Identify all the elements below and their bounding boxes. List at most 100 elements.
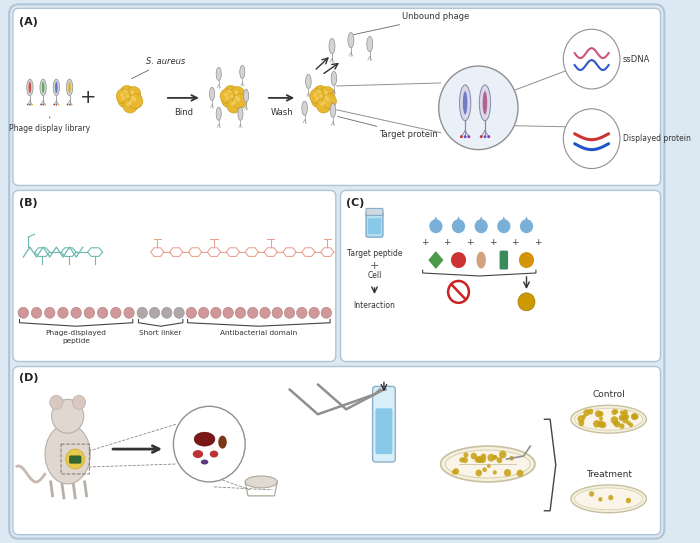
Circle shape: [320, 102, 324, 106]
Circle shape: [127, 92, 141, 106]
Text: Cell: Cell: [368, 271, 382, 280]
Circle shape: [453, 468, 459, 475]
Circle shape: [132, 98, 137, 102]
Ellipse shape: [571, 485, 646, 513]
Text: Short linker: Short linker: [139, 330, 182, 336]
Circle shape: [613, 420, 618, 426]
Circle shape: [57, 104, 60, 105]
Text: Phage display library: Phage display library: [9, 117, 90, 132]
Circle shape: [131, 96, 135, 99]
Circle shape: [631, 413, 637, 420]
FancyBboxPatch shape: [13, 367, 661, 535]
Circle shape: [125, 97, 139, 111]
Circle shape: [595, 411, 601, 417]
Circle shape: [284, 307, 295, 318]
Circle shape: [623, 409, 628, 415]
Ellipse shape: [483, 91, 487, 115]
Circle shape: [50, 395, 63, 409]
Ellipse shape: [302, 101, 307, 116]
Circle shape: [222, 93, 236, 108]
Circle shape: [84, 307, 95, 318]
Circle shape: [598, 411, 603, 417]
Circle shape: [468, 135, 470, 138]
Circle shape: [32, 104, 33, 105]
Ellipse shape: [445, 450, 531, 478]
Text: +: +: [443, 238, 451, 247]
Circle shape: [612, 409, 617, 415]
Circle shape: [125, 94, 130, 98]
Circle shape: [118, 93, 132, 108]
Circle shape: [314, 85, 328, 100]
Circle shape: [69, 104, 71, 105]
Ellipse shape: [216, 67, 221, 80]
Circle shape: [460, 135, 463, 138]
Ellipse shape: [245, 476, 277, 488]
Circle shape: [321, 92, 335, 106]
Circle shape: [129, 94, 143, 109]
Circle shape: [228, 90, 232, 93]
Circle shape: [322, 94, 337, 109]
Circle shape: [226, 91, 240, 105]
Circle shape: [324, 91, 328, 94]
Circle shape: [312, 93, 326, 108]
Circle shape: [235, 307, 246, 318]
FancyBboxPatch shape: [368, 218, 381, 234]
Circle shape: [610, 416, 618, 424]
Circle shape: [487, 454, 495, 462]
Circle shape: [619, 415, 624, 421]
Circle shape: [27, 104, 29, 105]
Circle shape: [589, 491, 594, 497]
Ellipse shape: [330, 103, 336, 117]
Circle shape: [622, 417, 629, 424]
Circle shape: [248, 307, 258, 318]
FancyBboxPatch shape: [13, 8, 661, 186]
Ellipse shape: [575, 408, 643, 430]
Circle shape: [621, 413, 627, 419]
Circle shape: [224, 85, 238, 100]
Circle shape: [318, 97, 332, 111]
Circle shape: [452, 219, 465, 233]
Text: Displayed protein: Displayed protein: [623, 134, 691, 143]
Ellipse shape: [66, 79, 73, 96]
Circle shape: [496, 457, 503, 463]
Circle shape: [314, 93, 317, 97]
FancyBboxPatch shape: [13, 191, 336, 362]
Ellipse shape: [216, 107, 221, 121]
Circle shape: [564, 109, 620, 168]
Circle shape: [225, 97, 230, 100]
Text: Phage-displayed
peptide: Phage-displayed peptide: [46, 330, 106, 344]
Polygon shape: [454, 216, 463, 226]
Circle shape: [223, 307, 233, 318]
Ellipse shape: [53, 79, 60, 96]
Circle shape: [228, 97, 243, 111]
Circle shape: [55, 104, 57, 105]
Circle shape: [227, 98, 241, 113]
Circle shape: [475, 457, 480, 463]
Circle shape: [583, 409, 590, 416]
Text: Treatment: Treatment: [586, 470, 631, 479]
Circle shape: [45, 307, 55, 318]
FancyBboxPatch shape: [69, 456, 81, 463]
Circle shape: [230, 94, 233, 98]
Circle shape: [482, 468, 487, 472]
Ellipse shape: [480, 85, 491, 121]
Circle shape: [593, 420, 601, 428]
Circle shape: [476, 456, 483, 463]
Text: +: +: [421, 238, 428, 247]
Circle shape: [236, 98, 240, 102]
Text: Target peptide: Target peptide: [346, 249, 402, 258]
Ellipse shape: [209, 87, 215, 100]
FancyBboxPatch shape: [9, 4, 664, 539]
Circle shape: [232, 94, 246, 109]
Circle shape: [230, 102, 235, 106]
Circle shape: [315, 97, 319, 100]
Circle shape: [211, 307, 221, 318]
Ellipse shape: [244, 89, 248, 103]
Ellipse shape: [194, 432, 215, 446]
Ellipse shape: [27, 79, 33, 96]
Circle shape: [120, 85, 134, 100]
Text: +: +: [466, 238, 474, 247]
Circle shape: [18, 307, 29, 318]
Circle shape: [123, 98, 137, 113]
Circle shape: [475, 470, 482, 476]
